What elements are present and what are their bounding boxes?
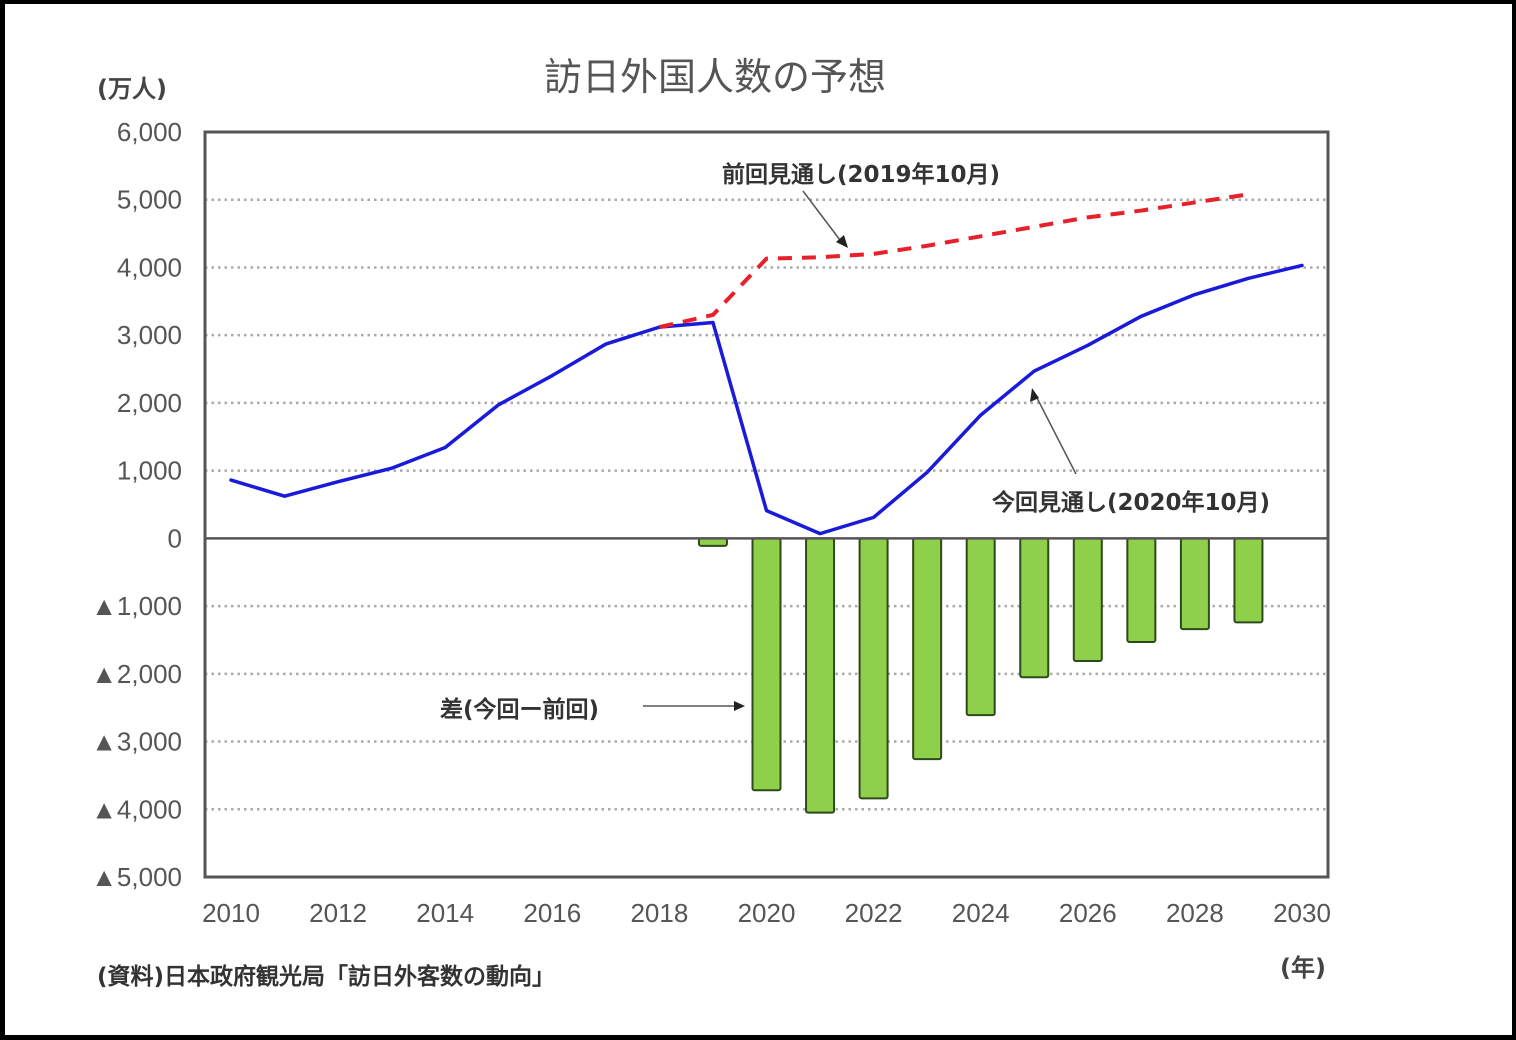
y-tick-label: ▲2,000 bbox=[91, 659, 182, 689]
bar-difference-2027 bbox=[1126, 537, 1157, 643]
y-tick-label: 4,000 bbox=[117, 252, 182, 282]
chart: 訪日外国人数の予想 (万人) 6,000 5,000 4,000 3,000 2,000… bbox=[91, 55, 1331, 990]
x-axis-unit-label: (年) bbox=[1280, 954, 1326, 982]
line-series bbox=[229, 192, 1304, 536]
y-tick-label: 5,000 bbox=[117, 185, 182, 215]
arrowhead-icon bbox=[836, 235, 848, 248]
arrowhead-icon bbox=[734, 701, 745, 711]
bar-difference-2025 bbox=[1019, 537, 1050, 679]
y-tick-label: 3,000 bbox=[117, 320, 182, 350]
y-axis-unit-label: (万人) bbox=[97, 75, 167, 103]
chart-frame: 訪日外国人数の予想 (万人) 6,000 5,000 4,000 3,000 2,000… bbox=[5, 4, 1512, 1035]
bar-difference-2026 bbox=[1072, 537, 1103, 662]
x-tick-label: 2022 bbox=[845, 898, 903, 928]
annotation-difference: 差(今回ー前回) bbox=[440, 696, 599, 723]
plot-area-border bbox=[203, 130, 1330, 879]
bar-difference-2021 bbox=[805, 537, 836, 814]
x-tick-label: 2030 bbox=[1273, 898, 1331, 928]
x-tick-label: 2010 bbox=[202, 898, 260, 928]
x-axis-ticks: 2010 2012 2014 2016 2018 2020 2022 2024 2026 2028… bbox=[202, 898, 1331, 928]
bar-difference-2020 bbox=[751, 537, 782, 792]
annotation-previous-forecast: 前回見通し(2019年10月) bbox=[722, 161, 1000, 188]
bar-difference-2024 bbox=[965, 537, 996, 717]
arrowhead-icon bbox=[1030, 388, 1039, 402]
bar-difference-2028 bbox=[1179, 537, 1210, 631]
chart-title: 訪日外国人数の予想 bbox=[544, 55, 886, 99]
bar-difference-2029 bbox=[1233, 537, 1264, 624]
y-tick-label: 2,000 bbox=[117, 388, 182, 418]
annotation-current-forecast: 今回見通し(2020年10月) bbox=[992, 489, 1270, 516]
x-tick-label: 2014 bbox=[416, 898, 474, 928]
y-tick-label: ▲3,000 bbox=[91, 727, 182, 757]
bar-difference-2023 bbox=[912, 537, 943, 761]
x-tick-label: 2020 bbox=[738, 898, 796, 928]
annotation-arrow-current bbox=[1035, 395, 1077, 475]
x-tick-label: 2012 bbox=[309, 898, 367, 928]
x-tick-label: 2024 bbox=[952, 898, 1010, 928]
source-note: (資料)日本政府観光局「訪日外客数の動向」 bbox=[97, 963, 555, 990]
bar-difference-2022 bbox=[858, 537, 889, 800]
y-axis-ticks: 6,000 5,000 4,000 3,000 2,000 1,000 0 ▲1,000 ▲2,… bbox=[91, 117, 182, 892]
x-tick-label: 2018 bbox=[630, 898, 688, 928]
x-tick-label: 2026 bbox=[1059, 898, 1117, 928]
y-tick-label: ▲5,000 bbox=[91, 862, 182, 892]
line-previous-forecast bbox=[658, 192, 1249, 330]
y-tick-label: ▲4,000 bbox=[91, 794, 182, 824]
y-tick-label: 0 bbox=[168, 523, 182, 553]
y-tick-label: 6,000 bbox=[117, 117, 182, 147]
x-tick-label: 2028 bbox=[1166, 898, 1224, 928]
y-tick-label: 1,000 bbox=[117, 456, 182, 486]
x-tick-label: 2016 bbox=[523, 898, 581, 928]
y-tick-label: ▲1,000 bbox=[91, 591, 182, 621]
bar-series bbox=[697, 537, 1264, 814]
annotation-arrow-previous bbox=[802, 190, 844, 245]
